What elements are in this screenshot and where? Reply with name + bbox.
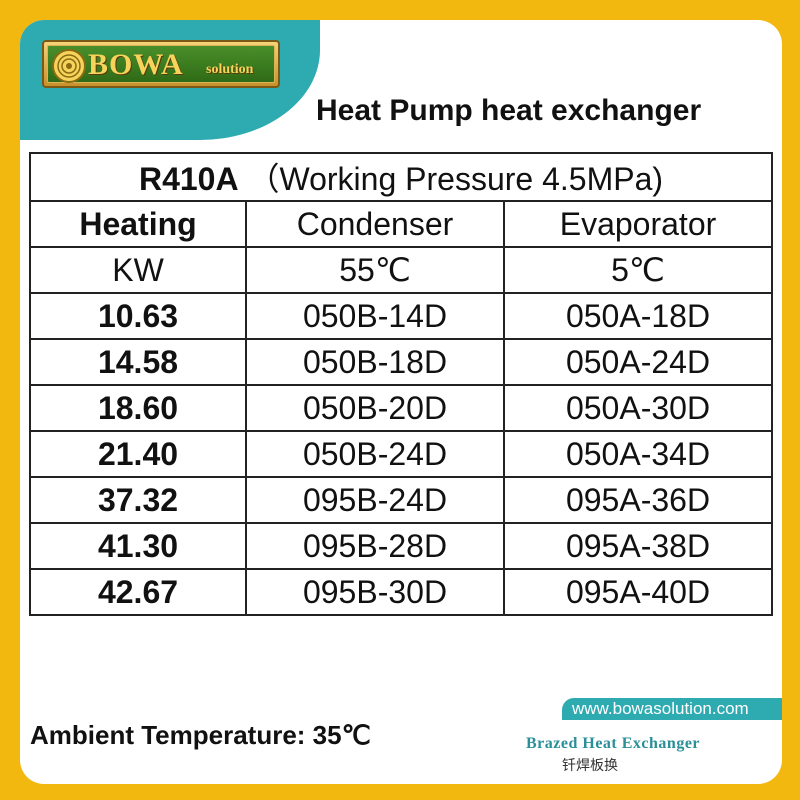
evaporator-model: 050A-24D xyxy=(503,338,773,386)
condenser-model: 050B-24D xyxy=(245,430,505,478)
table-row: 41.30 095B-28D 095A-38D xyxy=(29,522,773,570)
content-card: BOWA solution Heat Pump heat exchanger R… xyxy=(20,20,782,784)
heating-value: 14.58 xyxy=(29,338,247,386)
headline: Heat Pump heat exchanger xyxy=(316,94,702,127)
unit-condenser: 55℃ xyxy=(245,246,505,294)
logo-brand-text: BOWA xyxy=(88,48,184,81)
condenser-model: 095B-24D xyxy=(245,476,505,524)
logo-sub-text: solution xyxy=(206,62,254,77)
heating-value: 42.67 xyxy=(29,568,247,616)
table-title-cell: R410A （Working Pressure 4.5MPa) xyxy=(29,152,773,202)
website-url: www.bowasolution.com xyxy=(572,699,749,718)
evaporator-model: 095A-40D xyxy=(503,568,773,616)
evaporator-model: 095A-38D xyxy=(503,522,773,570)
refrigerant-label: R410A xyxy=(138,161,239,197)
bowa-logo: BOWA solution xyxy=(42,40,280,88)
unit-heating: KW xyxy=(29,246,247,294)
logo-plate: BOWA solution xyxy=(47,45,275,83)
evaporator-model: 050A-18D xyxy=(503,292,773,340)
table-row: 37.32 095B-24D 095A-36D xyxy=(29,476,773,524)
condenser-model: 095B-30D xyxy=(245,568,505,616)
ambient-temperature: Ambient Temperature: 35℃ xyxy=(30,720,371,750)
heating-value: 10.63 xyxy=(29,292,247,340)
table-units-row: KW 55℃ 5℃ xyxy=(29,246,773,294)
unit-evaporator: 5℃ xyxy=(503,246,773,294)
table-row: 42.67 095B-30D 095A-40D xyxy=(29,568,773,616)
header-evaporator: Evaporator xyxy=(503,200,773,248)
heating-value: 41.30 xyxy=(29,522,247,570)
product-name-cn: 钎焊板换 xyxy=(562,757,618,773)
table-header-row: Heating Condenser Evaporator xyxy=(29,200,773,248)
table-row: 21.40 050B-24D 050A-34D xyxy=(29,430,773,478)
table-row: 10.63 050B-14D 050A-18D xyxy=(29,292,773,340)
heating-value: 18.60 xyxy=(29,384,247,432)
table-title-row: R410A （Working Pressure 4.5MPa) xyxy=(29,152,773,202)
pressure-label: （Working Pressure 4.5MPa) xyxy=(247,161,664,197)
evaporator-model: 050A-34D xyxy=(503,430,773,478)
condenser-model: 050B-18D xyxy=(245,338,505,386)
gear-coil-icon xyxy=(52,49,86,83)
heating-value: 37.32 xyxy=(29,476,247,524)
website-bar: www.bowasolution.com xyxy=(562,698,782,720)
product-name-en: Brazed Heat Exchanger xyxy=(526,735,701,752)
condenser-model: 050B-20D xyxy=(245,384,505,432)
spec-table: R410A （Working Pressure 4.5MPa) Heating … xyxy=(29,152,773,616)
evaporator-model: 050A-30D xyxy=(503,384,773,432)
heating-value: 21.40 xyxy=(29,430,247,478)
evaporator-model: 095A-36D xyxy=(503,476,773,524)
table-row: 18.60 050B-20D 050A-30D xyxy=(29,384,773,432)
condenser-model: 095B-28D xyxy=(245,522,505,570)
header-heating: Heating xyxy=(29,200,247,248)
condenser-model: 050B-14D xyxy=(245,292,505,340)
table-row: 14.58 050B-18D 050A-24D xyxy=(29,338,773,386)
header-condenser: Condenser xyxy=(245,200,505,248)
